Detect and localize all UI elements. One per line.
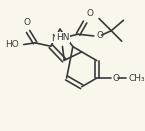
Text: O: O (87, 9, 94, 18)
Text: O: O (24, 18, 31, 27)
Text: CH₃: CH₃ (128, 73, 145, 83)
Text: O: O (113, 73, 119, 83)
Text: O: O (96, 31, 103, 40)
Text: HN: HN (56, 33, 69, 42)
Text: NH: NH (51, 34, 65, 42)
Text: HO: HO (6, 40, 19, 49)
